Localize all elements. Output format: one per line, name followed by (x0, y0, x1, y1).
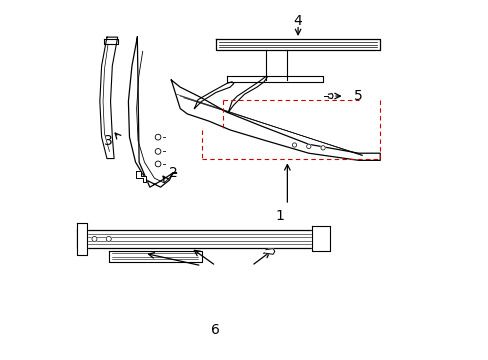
Polygon shape (312, 226, 329, 251)
Polygon shape (226, 76, 323, 82)
Circle shape (306, 144, 310, 149)
Text: 4: 4 (293, 14, 302, 28)
Polygon shape (104, 39, 118, 44)
Polygon shape (328, 94, 332, 99)
Polygon shape (128, 37, 176, 187)
Text: 2: 2 (168, 166, 177, 180)
Circle shape (320, 146, 325, 150)
Text: 1: 1 (275, 209, 284, 223)
Circle shape (155, 161, 161, 167)
Circle shape (292, 143, 296, 147)
Text: 6: 6 (211, 323, 220, 337)
Circle shape (155, 134, 161, 140)
Circle shape (92, 237, 97, 242)
Polygon shape (194, 82, 233, 109)
Text: 3: 3 (104, 134, 113, 148)
Polygon shape (100, 37, 118, 158)
Polygon shape (77, 223, 87, 255)
Circle shape (106, 237, 111, 242)
Text: 5: 5 (354, 89, 363, 103)
Circle shape (155, 149, 161, 154)
Polygon shape (77, 230, 323, 248)
Polygon shape (135, 171, 146, 182)
Polygon shape (108, 251, 201, 262)
Polygon shape (216, 39, 380, 50)
Polygon shape (265, 249, 274, 254)
Polygon shape (171, 80, 380, 160)
Polygon shape (228, 76, 267, 112)
